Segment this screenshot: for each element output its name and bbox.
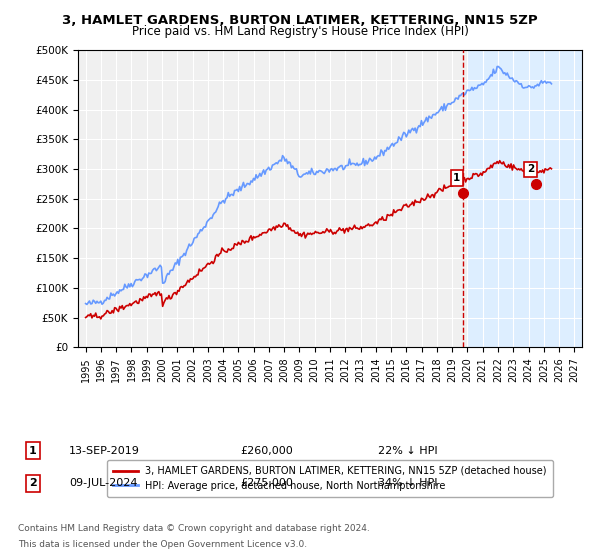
Text: 13-SEP-2019: 13-SEP-2019 xyxy=(69,446,140,456)
Text: £275,000: £275,000 xyxy=(240,478,293,488)
Text: Contains HM Land Registry data © Crown copyright and database right 2024.: Contains HM Land Registry data © Crown c… xyxy=(18,524,370,533)
Text: 2: 2 xyxy=(527,164,534,174)
Text: 34% ↓ HPI: 34% ↓ HPI xyxy=(378,478,437,488)
Text: 1: 1 xyxy=(29,446,37,456)
Text: 09-JUL-2024: 09-JUL-2024 xyxy=(69,478,137,488)
Text: Price paid vs. HM Land Registry's House Price Index (HPI): Price paid vs. HM Land Registry's House … xyxy=(131,25,469,38)
Text: This data is licensed under the Open Government Licence v3.0.: This data is licensed under the Open Gov… xyxy=(18,540,307,549)
Legend: 3, HAMLET GARDENS, BURTON LATIMER, KETTERING, NN15 5ZP (detached house), HPI: Av: 3, HAMLET GARDENS, BURTON LATIMER, KETTE… xyxy=(107,460,553,497)
Text: 1: 1 xyxy=(453,173,461,183)
Text: £260,000: £260,000 xyxy=(240,446,293,456)
Text: 22% ↓ HPI: 22% ↓ HPI xyxy=(378,446,437,456)
Bar xyxy=(467,50,582,347)
Text: 2: 2 xyxy=(29,478,37,488)
Text: 3, HAMLET GARDENS, BURTON LATIMER, KETTERING, NN15 5ZP: 3, HAMLET GARDENS, BURTON LATIMER, KETTE… xyxy=(62,14,538,27)
